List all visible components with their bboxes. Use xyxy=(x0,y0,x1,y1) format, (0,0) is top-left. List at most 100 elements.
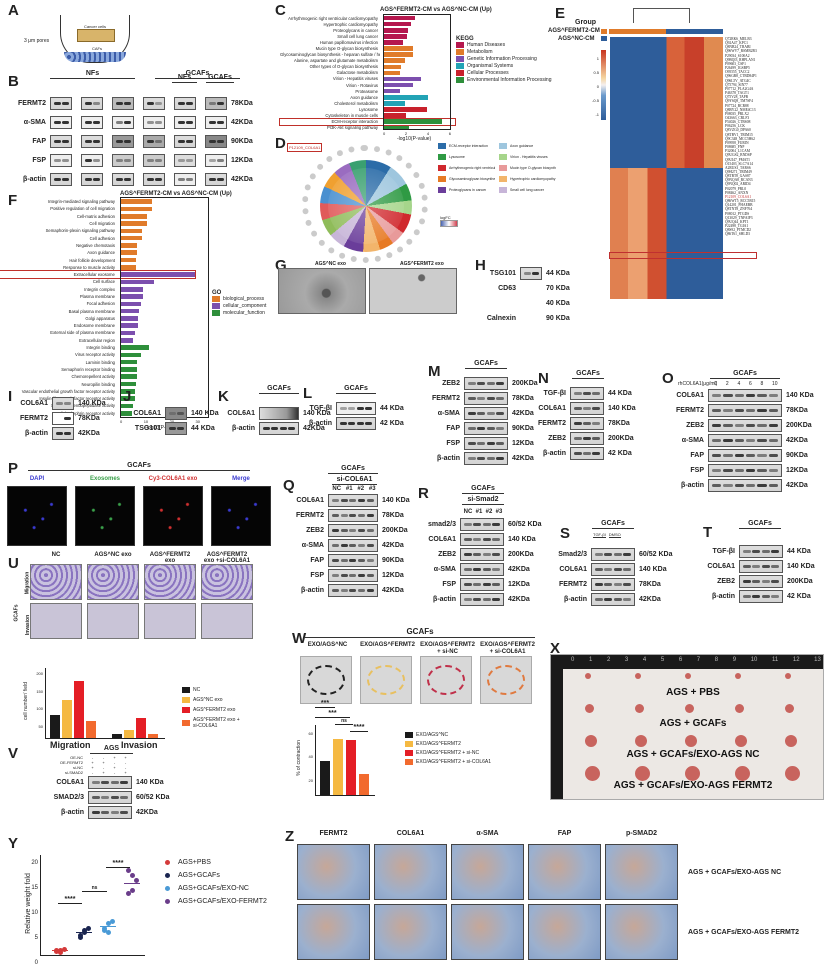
channel-panel: Merge xyxy=(211,476,271,546)
bar-label: Small cell lung cancer xyxy=(337,33,378,39)
x-tick: 20 xyxy=(170,419,174,424)
legend-item: Metabolism xyxy=(456,49,552,55)
group-header: GCAFs xyxy=(336,385,376,394)
bar xyxy=(120,330,135,336)
kda-label: 90KDa xyxy=(382,557,404,564)
blot-row: TGF-βI 44 KDa xyxy=(520,387,636,400)
blot-image xyxy=(591,578,635,591)
tumor-specimen xyxy=(735,704,744,713)
row-label: COL6A1 xyxy=(56,779,84,786)
kda-label: 42KDa xyxy=(786,482,808,489)
blot-image xyxy=(328,569,378,582)
bar xyxy=(120,301,141,307)
bar xyxy=(120,403,134,409)
w-bar-chart: 60 40 20 % of contraction xyxy=(296,725,375,796)
blot-image xyxy=(460,578,504,591)
bar-label: Chemorepellent activity xyxy=(71,374,115,380)
tumor-row: AGS + GCAFs/EXO-AGS FERMT2 xyxy=(563,764,823,795)
row-label: β-actin xyxy=(23,175,46,183)
bar xyxy=(120,345,150,350)
bar-row: Serine-type endopeptidase activity xyxy=(0,402,195,409)
kda-label: 90KDa xyxy=(512,425,534,432)
blot-image xyxy=(739,590,783,603)
bar xyxy=(383,27,409,33)
bar xyxy=(120,250,137,256)
row-label: TSG101 xyxy=(134,425,161,432)
group-bar xyxy=(609,29,723,34)
kda-label: 12KDa xyxy=(382,572,404,579)
legend-item: EXO/AGS^NC xyxy=(405,732,491,738)
ruler-tick: 2 xyxy=(606,657,611,663)
row-label: smad2/3 xyxy=(427,521,456,528)
blot-image xyxy=(708,449,782,462)
blot-row: β-actin 42KDa xyxy=(410,452,538,465)
row-label: FERMT2 xyxy=(296,512,324,519)
blot-row: FAP 90KDa xyxy=(280,554,410,567)
heatmap xyxy=(610,37,723,299)
blot-image xyxy=(570,447,604,460)
dose-label: rhCOL6A1(μg/ml) xyxy=(678,381,718,387)
blot-image xyxy=(570,432,604,445)
kda-label: 200KDa xyxy=(608,435,634,442)
data-point xyxy=(126,890,131,896)
lane-label: 4 xyxy=(737,381,741,387)
w-legend: EXO/AGS^NC EXO/AGS^FERMT2 EXO/AGS^FERMT2 +… xyxy=(405,732,491,768)
ruler-tick: 12 xyxy=(792,657,800,663)
kda-label: 200KDa xyxy=(382,527,408,534)
blot-row: FSP 12KDa xyxy=(620,464,814,477)
bar-label: Cell surface xyxy=(92,279,115,285)
legend-label: Mucin type O-glycan biosynthesis xyxy=(510,166,556,170)
row-label: FAP xyxy=(32,137,46,145)
blot-image xyxy=(464,452,508,465)
caf-cell-layer xyxy=(64,52,126,62)
row-label: FSP xyxy=(310,572,324,579)
blot-row: COL6A1 140 KDa xyxy=(0,776,169,789)
gel-contraction-column: EXO/AGS^NC xyxy=(300,642,355,704)
column-label: FERMT2 xyxy=(319,830,348,837)
ruler-tick: 13 xyxy=(814,657,821,663)
kda-label: 40 KDa xyxy=(546,300,570,307)
kegg-bar-chart: Arrhythmogenic right ventricular cardiom… xyxy=(279,15,456,131)
kda-label: 140 KDa xyxy=(303,410,331,417)
y-axis-label: % of contraction xyxy=(295,740,302,776)
bar-row: Cell-matrix adhesion xyxy=(0,213,195,220)
gene-label: P26499_IGSBP5 xyxy=(725,66,750,71)
bar-row: Small cell lung cancer xyxy=(280,33,455,39)
blot-image xyxy=(464,422,508,435)
panel-w: W GCAFs EXO/AGS^NC EXO/AGS^FERMT2 EXO/AGS^… xyxy=(290,625,540,800)
kda-label: 44 KDa xyxy=(787,548,811,555)
gene-label: Q9NQA8_RCAN3 xyxy=(725,178,753,183)
bar-label: Virion - Hepatitis viruses xyxy=(332,76,378,82)
column-label: AGS^NC exo xyxy=(94,552,132,558)
group-header: GCAFs xyxy=(465,360,507,369)
blot-row: COL6A1 140 KDa xyxy=(555,563,672,576)
legend-label: AGS+GCAFs xyxy=(178,872,220,879)
bar xyxy=(383,88,401,94)
em-image-nc xyxy=(278,268,366,314)
row-label: FERMT2 xyxy=(20,415,48,422)
blot-image xyxy=(570,417,604,430)
bar-row: Cholesterol metabolism xyxy=(280,100,455,106)
kda-label: 200KDa xyxy=(508,551,534,558)
blot-row: β-actin 42KDa xyxy=(280,584,410,597)
blot-row: COL6A1 140 KDa xyxy=(410,533,541,546)
row-label: α-SMA xyxy=(437,410,460,417)
data-point xyxy=(110,919,115,924)
migration-image xyxy=(87,564,139,600)
legend-label: AGS+GCAFs/EXO-FERMT2 xyxy=(178,898,267,905)
legend-swatch xyxy=(456,77,464,83)
data-point xyxy=(106,930,111,935)
tumor-specimen xyxy=(685,735,697,747)
lane-label: NC xyxy=(332,486,342,492)
group-swatch xyxy=(601,36,607,41)
gene-label: Q9BQI3_RHPLAN1 xyxy=(725,57,756,62)
row-label: FAP xyxy=(690,452,704,459)
transwell-column: AGS^NC exo xyxy=(87,552,139,639)
panel-y: Y 20 15 10 5 0 Relative weight fold **** ns … xyxy=(0,835,290,966)
gene-label: P29034_S100A2 xyxy=(725,53,750,58)
legend-swatch xyxy=(499,143,507,149)
condition-value: - xyxy=(124,760,127,765)
row-label: FSP xyxy=(442,581,456,588)
legend-item: ECM-receptor interaction xyxy=(438,143,495,149)
panel-i: I COL6A1 140 KDa FERMT2 78KDa β-actin 42KDa xyxy=(0,385,120,445)
